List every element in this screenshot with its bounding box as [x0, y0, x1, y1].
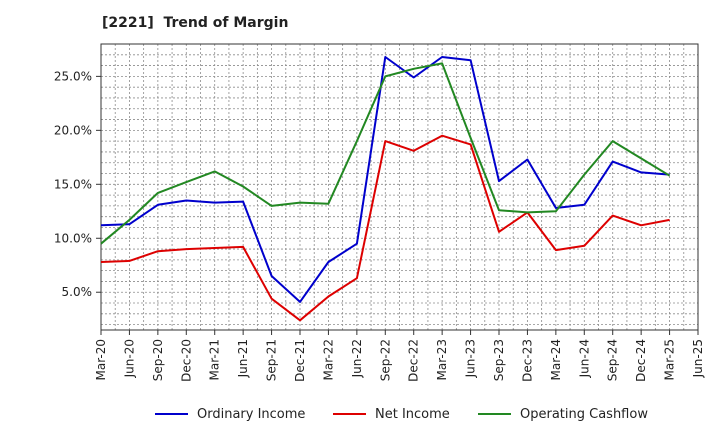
- x-tick-label: Mar-20: [94, 339, 108, 380]
- legend-label-net-income: Net Income: [375, 406, 450, 422]
- y-tick-label: 15.0%: [54, 177, 92, 191]
- x-tick-label: Dec-21: [293, 339, 307, 382]
- x-tick-label: Mar-24: [549, 339, 563, 380]
- x-tick-label: Jun-23: [464, 339, 478, 378]
- series-line-net-income: [100, 134, 670, 322]
- x-tick-label: Jun-21: [236, 339, 250, 378]
- x-tick-label: Mar-21: [208, 339, 222, 380]
- x-tick-label: Sep-20: [151, 339, 165, 381]
- series-line-ordinary-income: [100, 56, 670, 303]
- legend: Ordinary Income Net Income Operating Cas…: [0, 402, 720, 426]
- series-line-operating-cashflow: [100, 62, 671, 245]
- x-tick-label: Jun-25: [691, 339, 705, 378]
- y-tick-label: 20.0%: [54, 123, 92, 137]
- x-tick-label: Mar-22: [321, 339, 335, 380]
- x-tick-label: Dec-23: [520, 339, 534, 382]
- y-tick-label: 5.0%: [62, 285, 93, 299]
- x-tick-label: Dec-22: [407, 339, 421, 382]
- x-tick-label: Sep-24: [606, 339, 620, 381]
- y-axis: 5.0% 10.0% 15.0% 20.0% 25.0%: [54, 69, 101, 299]
- plot-frame: [100, 43, 699, 331]
- x-tick-label: Dec-20: [179, 339, 193, 382]
- series-lines: [100, 56, 671, 322]
- x-tick-label: Sep-23: [492, 339, 506, 381]
- x-tick-label: Dec-24: [634, 339, 648, 382]
- x-tick-label: Sep-21: [265, 339, 279, 381]
- x-tick-label: Jun-24: [577, 339, 591, 378]
- chart-title: [2221] Trend of Margin: [102, 15, 289, 31]
- x-tick-label: Jun-22: [350, 339, 364, 378]
- x-tick-label: Sep-22: [378, 339, 392, 381]
- x-tick-label: Mar-25: [663, 339, 677, 380]
- y-tick-label: 10.0%: [54, 231, 92, 245]
- legend-swatch-net-income: [333, 413, 366, 415]
- x-tick-label: Mar-23: [435, 339, 449, 380]
- legend-label-operating-cashflow: Operating Cashflow: [520, 406, 648, 422]
- x-axis: Mar-20 Jun-20 Sep-20 Dec-20 Mar-21 Jun-21 Sep-…: [94, 330, 705, 382]
- grid-lines: [100, 43, 699, 330]
- legend-swatch-ordinary-income: [155, 413, 188, 415]
- x-tick-label: Jun-20: [122, 339, 136, 378]
- legend-swatch-operating-cashflow: [478, 413, 511, 415]
- legend-label-ordinary-income: Ordinary Income: [197, 406, 306, 422]
- y-tick-label: 25.0%: [54, 69, 92, 83]
- legend-item-operating-cashflow: Operating Cashflow: [478, 402, 648, 426]
- legend-item-ordinary-income: Ordinary Income: [155, 402, 305, 426]
- legend-item-net-income: Net Income: [333, 402, 450, 426]
